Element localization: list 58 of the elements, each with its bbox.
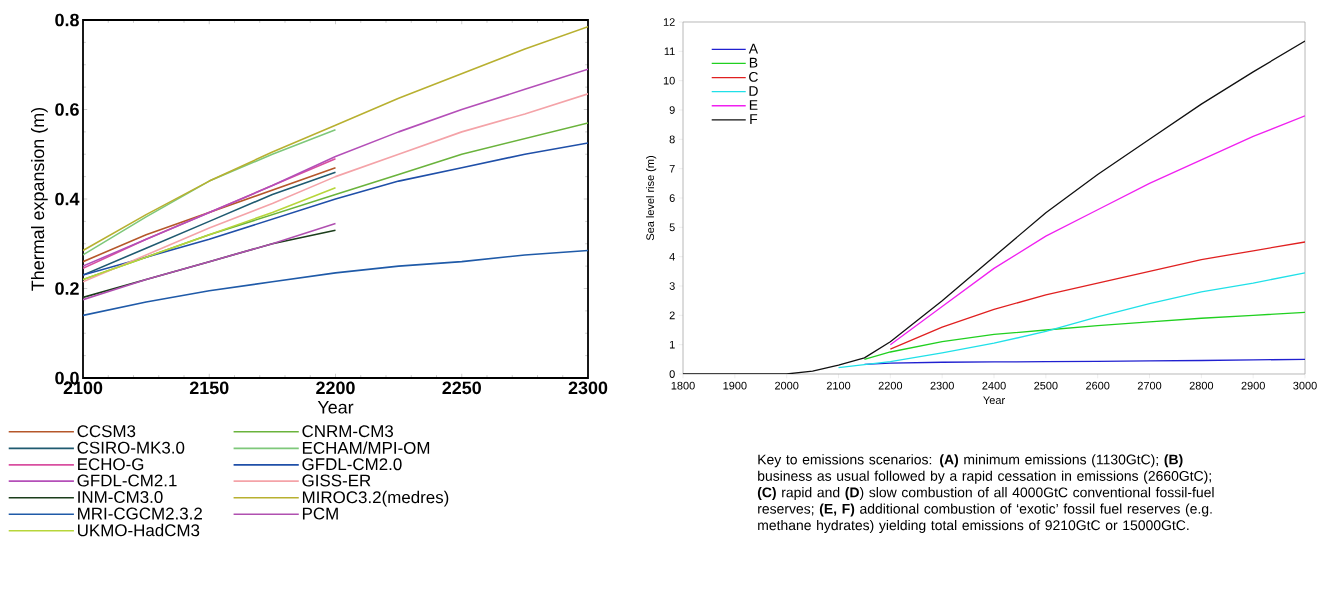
y-tick-label: 6 (669, 194, 675, 202)
y-axis-title: Sea level rise (m) (646, 156, 657, 241)
legend-label: CSIRO-MK3.0 (77, 441, 185, 454)
y-axis-title: Thermal expansion (m) (30, 107, 48, 291)
legend-label: PCM (302, 507, 338, 520)
legend-label: B (749, 57, 758, 68)
x-tick-label: 2100 (826, 381, 851, 390)
legend-label: F (750, 114, 758, 124)
x-tick-label: 2000 (775, 381, 799, 390)
x-tick-label: 1800 (671, 381, 695, 390)
x-tick-label: 2900 (1241, 381, 1265, 390)
x-tick-label: 2300 (930, 381, 954, 390)
y-tick-label: 1 (669, 340, 675, 349)
y-tick-label: 12 (663, 18, 675, 26)
y-tick-label: 0 (669, 370, 675, 378)
x-tick-label: 2700 (1137, 381, 1162, 390)
x-tick-label: 2200 (316, 381, 355, 395)
x-tick-label: 2600 (1086, 381, 1110, 390)
legend-label: CNRM-CM3 (302, 425, 394, 438)
x-tick-label: 1900 (723, 381, 747, 390)
y-tick-label: 9 (669, 106, 675, 114)
y-tick-label: 5 (669, 223, 675, 232)
legend-label: MRI-CGCM2.3.2 (78, 507, 202, 520)
text: Key to emissions scenarios: (A) minimum emissions (1130GtC); (B) business as usual followed by a rapid cessation in emissions (2660GtC); (C) rapid and (D) slow combustion of all 4000GtC conventional fossil-fuel reserves; (E, F) additional combustion of ‘exotic’ fossil fuel reserves (e.g. methane hydrates) yielding total emissions of 9210GtC or 15000GtC. (757, 454, 1214, 533)
y-tick-label: 10 (663, 76, 675, 85)
x-tick-label: 2200 (878, 381, 903, 390)
y-tick-label: 0.2 (55, 282, 79, 295)
x-tick-label: 3000 (1293, 381, 1317, 390)
legend-label: INM-CM3.0 (78, 491, 163, 504)
x-tick-label: 2500 (1034, 381, 1058, 390)
legend-label: UKMO-HadCM3 (78, 523, 200, 537)
x-tick-label: 2250 (442, 381, 481, 395)
x-tick-label: 2800 (1189, 381, 1214, 390)
y-tick-label: 3 (669, 282, 675, 290)
legend-label: D (749, 86, 758, 96)
x-tick-label: 2150 (189, 381, 229, 395)
x-axis-title: Year (317, 401, 354, 414)
legend-label: A (748, 43, 759, 54)
legend-label: GISS-ER (302, 474, 371, 487)
legend-label: E (749, 100, 758, 110)
x-axis-title: Year (983, 396, 1005, 405)
y-tick-label: 0.8 (55, 13, 79, 27)
legend-label: C (749, 71, 758, 82)
x-tick-label: 2400 (982, 381, 1006, 390)
legend-label: CCSM3 (77, 425, 136, 438)
y-tick-label: 7 (669, 164, 675, 173)
y-tick-label: 8 (669, 135, 675, 144)
legend-label: GFDL-CM2.0 (302, 458, 402, 471)
y-tick-label: 0.6 (55, 103, 79, 116)
y-tick-label: 11 (664, 47, 675, 56)
legend-label: ECHO-G (78, 458, 144, 471)
y-tick-label: 4 (669, 252, 675, 261)
y-tick-label: 0.4 (55, 192, 80, 206)
legend-label: GFDL-CM2.1 (77, 474, 177, 487)
y-tick-label: 2 (669, 311, 675, 320)
x-tick-label: 2300 (568, 381, 608, 395)
legend-label: ECHAM/MPI-OM (302, 441, 430, 454)
legend-label: MIROC3.2(medres) (302, 490, 449, 507)
